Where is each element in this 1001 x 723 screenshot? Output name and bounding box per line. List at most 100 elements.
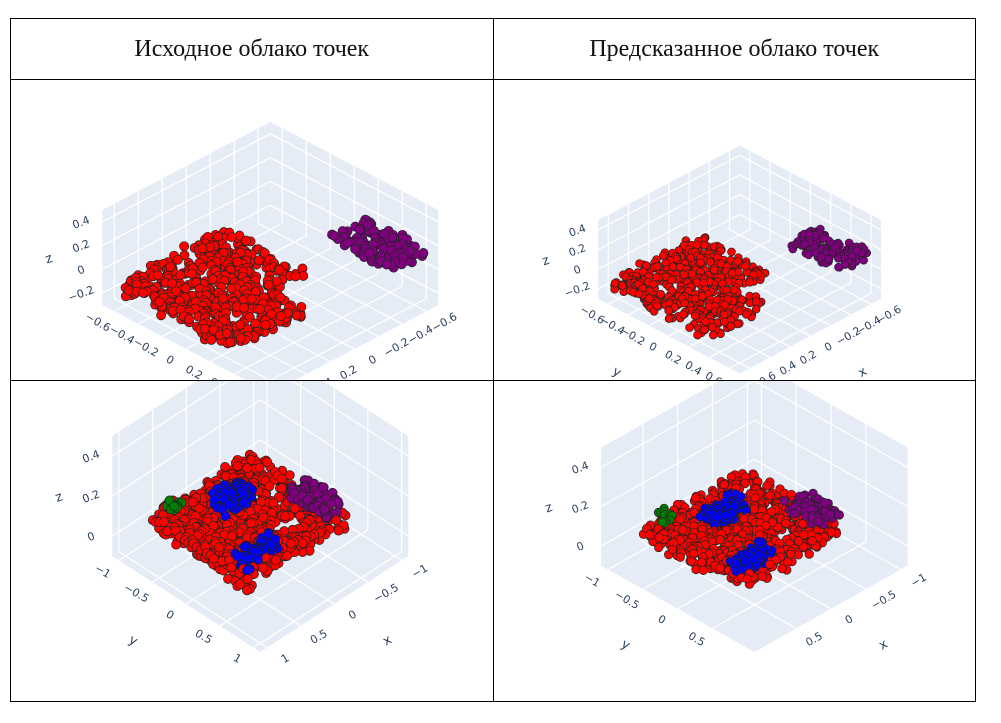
data-point: [286, 538, 296, 549]
x-axis-label: x: [876, 636, 890, 653]
data-point: [824, 509, 835, 519]
data-point: [740, 261, 750, 271]
data-point: [241, 235, 252, 246]
scatter3d-plot[interactable]: −1 −0.5 0 0.5 1 −1 −0.5 0 0.5 1 0 0.2 0.4 y x z: [11, 381, 493, 701]
grid-line-y: [253, 551, 402, 649]
grid-line-z: [597, 154, 740, 231]
data-point: [726, 321, 735, 331]
data-point: [732, 257, 742, 266]
data-point: [282, 550, 293, 561]
data-point: [699, 325, 709, 335]
data-point: [242, 463, 253, 474]
data-point: [169, 501, 180, 512]
y-tick-label: −0.2: [618, 324, 647, 348]
z-tick-label: 0: [76, 263, 87, 278]
z-axis-label: z: [543, 500, 555, 516]
data-point: [700, 317, 710, 326]
data-point: [720, 510, 730, 521]
data-point: [254, 304, 265, 315]
x-tick-label: 0.5: [803, 629, 824, 649]
data-point: [779, 496, 789, 506]
header-predicted: Предсказанное облако точек: [492, 18, 976, 80]
data-point: [748, 554, 759, 564]
data-point: [742, 574, 752, 584]
data-point: [727, 268, 736, 278]
data-point: [698, 278, 708, 288]
data-point: [333, 525, 344, 536]
data-point: [699, 240, 709, 250]
grid-line-z: [600, 381, 755, 468]
grid-line-y: [233, 285, 403, 375]
x-tick-label: −0.4: [406, 323, 436, 348]
data-point: [235, 333, 246, 344]
x-tick-label: 0.5: [308, 627, 330, 647]
data-point: [658, 251, 667, 261]
y-tick-label: 1: [231, 651, 244, 666]
data-point: [258, 563, 268, 574]
data-point: [738, 514, 749, 524]
grid-line-z: [259, 439, 409, 537]
data-point: [154, 296, 165, 307]
data-point: [197, 243, 208, 254]
data-point: [698, 565, 708, 575]
data-point: [664, 314, 673, 323]
data-point: [648, 279, 658, 289]
y-axis-label: y: [618, 637, 632, 654]
z-tick-label: 0.2: [81, 488, 102, 506]
plot-cell-predicted-bottom: −1 −0.5 0 0.5 −1 −0.5 0 0.5 0 0.2 0.4 y x z: [492, 380, 976, 702]
y-tick-label: 0: [646, 340, 659, 355]
grid-line-z: [259, 399, 409, 497]
z-tick-label: −0.2: [66, 283, 96, 304]
data-point: [806, 536, 817, 546]
x-tick-label: −1: [409, 562, 430, 581]
data-point: [813, 516, 823, 527]
data-point: [381, 259, 392, 270]
x-tick-label: −0.6: [430, 310, 460, 335]
z-tick-label: −0.2: [562, 279, 591, 300]
data-point: [158, 516, 169, 527]
data-point: [739, 556, 750, 566]
z-tick-label: 0.4: [569, 459, 590, 477]
data-point: [686, 556, 696, 566]
data-point: [692, 330, 702, 340]
data-point: [254, 462, 265, 473]
data-point: [726, 247, 736, 257]
data-point: [199, 323, 210, 334]
z-tick-label: 0.4: [71, 213, 92, 231]
x-tick-label: −1: [908, 571, 928, 590]
x-tick-label: 1: [279, 651, 292, 666]
grid-line-y: [708, 282, 851, 359]
grid-line-z: [269, 157, 439, 247]
data-point: [235, 579, 246, 590]
data-point: [766, 506, 776, 517]
data-point: [833, 262, 843, 272]
scatter3d-plot[interactable]: −1 −0.5 0 0.5 −1 −0.5 0 0.5 0 0.2 0.4 y x z: [494, 381, 976, 701]
z-tick-label: 0.4: [567, 222, 588, 240]
scatter3d-plot[interactable]: −0.6−0.4−0.200.20.40.6−0.6−0.4−0.200.20.…: [11, 80, 493, 380]
y-tick-label: 0.4: [682, 358, 703, 378]
data-point: [226, 531, 237, 542]
data-point: [350, 243, 360, 254]
y-axis-label: y: [126, 378, 140, 380]
data-point: [709, 265, 719, 275]
z-tick-label: 0: [571, 263, 582, 278]
data-point: [705, 257, 714, 267]
grid-line-z: [101, 157, 271, 247]
y-axis-label: y: [609, 364, 623, 380]
data-point: [326, 498, 336, 509]
data-point: [751, 304, 760, 314]
data-point: [208, 553, 219, 564]
data-point: [318, 482, 329, 493]
data-point: [232, 256, 243, 267]
y-tick-label: −1: [581, 571, 601, 590]
data-point: [776, 563, 787, 574]
data-point: [179, 241, 190, 252]
data-point: [690, 493, 700, 503]
data-point: [731, 558, 741, 568]
grid-line-z: [111, 399, 261, 497]
y-tick-label: −0.5: [122, 581, 152, 606]
data-point: [657, 517, 667, 527]
data-point: [242, 574, 253, 584]
grid-line-z: [101, 180, 271, 270]
